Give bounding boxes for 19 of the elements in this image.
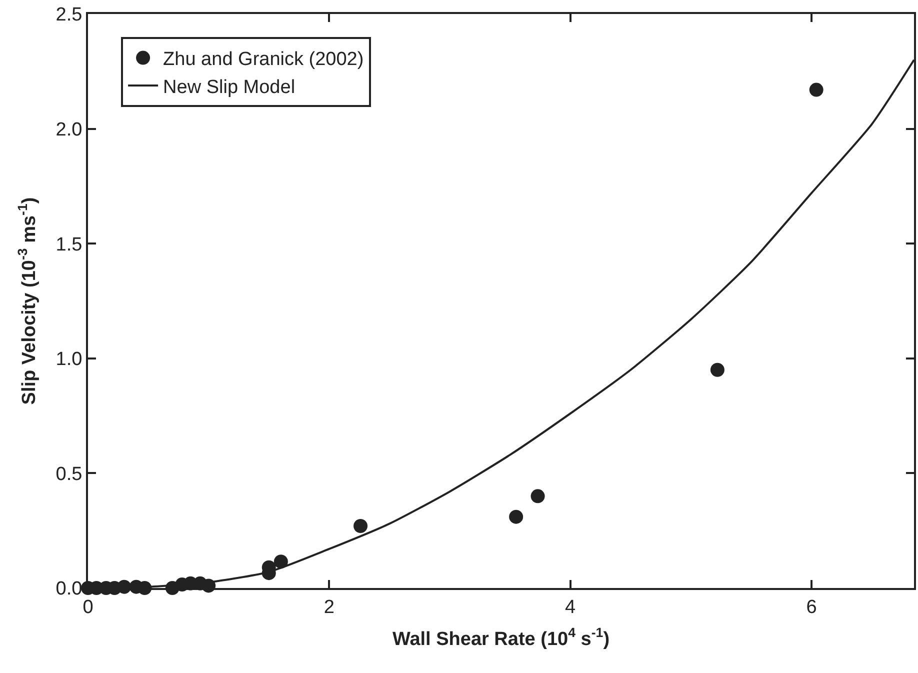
point xyxy=(509,510,524,524)
legend-label: New Slip Model xyxy=(163,76,296,98)
legend-label: Zhu and Granick (2002) xyxy=(163,49,364,70)
x-tick-label: 2 xyxy=(324,596,334,618)
y-tick-label: 1.0 xyxy=(56,349,82,370)
point xyxy=(274,554,288,569)
y-tick-label: 0.0 xyxy=(56,578,82,600)
point xyxy=(809,82,824,97)
y-tick-label: 2.5 xyxy=(56,4,82,26)
point xyxy=(530,489,545,504)
y-tick-label: 2.0 xyxy=(56,119,82,140)
x-axis-title: Wall Shear Rate (10$^{4}$ s$^{-1}$) xyxy=(392,625,610,650)
point xyxy=(710,362,724,377)
x-tick-label: 6 xyxy=(806,596,817,618)
point xyxy=(354,519,368,534)
x-tick-label: 0 xyxy=(82,596,94,618)
x-tick-label: 4 xyxy=(565,596,576,618)
y-tick-label: 1.5 xyxy=(56,234,82,256)
y-tick-label: 0.5 xyxy=(56,464,82,485)
